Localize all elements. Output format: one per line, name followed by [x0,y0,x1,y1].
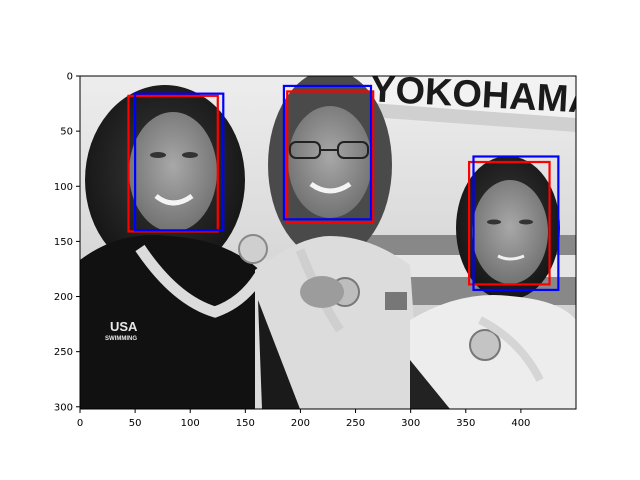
y-tick-label: 250 [54,347,73,358]
x-tick-label: 50 [129,418,142,429]
y-tick-label: 0 [67,72,73,83]
y-tick-label: 100 [54,182,73,193]
x-tick-label: 250 [346,418,365,429]
x-tick-label: 100 [181,418,200,429]
x-tick-label: 300 [401,418,420,429]
x-tick-label: 0 [77,418,83,429]
x-axis: 0 50 100 150 200 250 300 350 400 [77,409,530,429]
y-tick-label: 50 [60,127,73,138]
red-box-1 [127,94,219,233]
blue-box-3 [472,155,560,292]
axes-frame [79,75,577,410]
jacket-sub-text: SWIMMING [105,336,137,342]
x-tick-label: 150 [236,418,255,429]
x-tick-label: 200 [291,418,310,429]
red-box-3 [467,160,551,286]
y-tick-label: 200 [54,292,73,303]
y-tick-label: 300 [54,402,73,413]
blue-box-1 [134,92,225,232]
x-tick-label: 350 [456,418,475,429]
jacket-logo-text: USA [110,319,138,334]
photo-image: YOKOHAMA USA SWIMMING [80,76,576,409]
blue-box-2 [282,84,373,221]
red-box-2 [286,90,375,224]
bounding-boxes [127,84,560,292]
y-tick-label: 150 [54,237,73,248]
y-axis: 0 50 100 150 200 250 300 [54,72,80,413]
x-tick-label: 400 [511,418,530,429]
